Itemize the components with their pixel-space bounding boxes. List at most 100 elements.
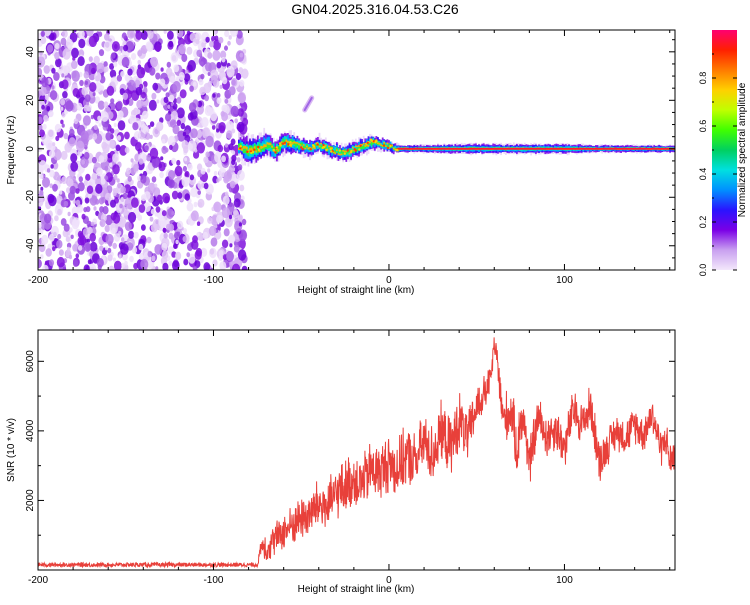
noise-blob	[224, 30, 230, 38]
signal-track-cell	[287, 134, 289, 146]
noise-blob	[152, 82, 159, 91]
signal-track-cell	[271, 145, 273, 148]
noise-blob	[217, 144, 224, 153]
noise-blob	[212, 49, 221, 61]
signal-track-cell	[364, 145, 367, 147]
signal-track-peak	[350, 149, 353, 153]
noise-blob	[204, 94, 210, 102]
noise-blob	[99, 245, 104, 252]
noise-blob	[49, 90, 58, 101]
signal-track-peak	[301, 147, 304, 151]
noise-blob	[79, 235, 87, 246]
signal-track-cell	[263, 144, 266, 148]
noise-blob	[104, 33, 110, 41]
signal-track-cell	[264, 144, 267, 147]
noise-blob	[196, 142, 205, 154]
noise-blob	[137, 59, 141, 65]
noise-blob	[216, 128, 220, 133]
noise-blob	[214, 151, 223, 163]
spectrogram-x-axis-label: Height of straight line (km)	[298, 285, 415, 296]
signal-track-cell	[315, 143, 318, 151]
noise-blob	[84, 94, 91, 102]
noise-blob	[142, 81, 148, 88]
noise-blob	[43, 213, 52, 224]
noise-blob	[172, 260, 180, 270]
noise-blob	[138, 204, 146, 213]
noise-blob	[218, 255, 223, 262]
noise-blob	[235, 72, 242, 81]
noise-blob	[75, 188, 80, 194]
signal-track-cell	[298, 145, 300, 150]
noise-blob	[161, 138, 166, 144]
noise-blob	[207, 72, 211, 76]
signal-track-cell	[340, 150, 343, 154]
signal-track-cell	[307, 144, 310, 149]
signal-track-cell	[272, 146, 275, 152]
noise-blob	[186, 46, 193, 55]
noise-blob	[189, 85, 194, 92]
signal-track-cell	[304, 143, 307, 149]
signal-track-cell	[362, 145, 365, 150]
noise-blob	[221, 155, 226, 163]
noise-blob	[140, 175, 147, 184]
noise-blob	[60, 150, 68, 160]
noise-blob	[219, 84, 223, 89]
signal-track-peak	[312, 145, 316, 148]
signal-track-peak	[246, 150, 249, 153]
noise-blob	[90, 221, 95, 227]
noise-blob	[153, 30, 158, 34]
noise-blob	[92, 92, 96, 97]
signal-track-cell	[302, 144, 305, 146]
noise-blob	[191, 239, 199, 250]
noise-blob	[172, 81, 181, 93]
signal-track-peak	[325, 148, 328, 152]
noise-blob	[93, 206, 97, 211]
noise-blob	[113, 122, 117, 127]
noise-blob	[48, 259, 55, 267]
signal-track-cell	[244, 148, 247, 153]
noise-blob	[140, 124, 148, 133]
noise-blob	[150, 208, 156, 215]
noise-blob	[58, 190, 63, 195]
noise-blob	[224, 143, 229, 148]
signal-track-cell	[351, 149, 354, 153]
noise-blob	[169, 119, 177, 128]
noise-blob	[53, 148, 62, 161]
noise-blob	[186, 30, 191, 36]
noise-blob	[165, 92, 170, 98]
noise-blob	[241, 68, 249, 79]
signal-track-cell	[389, 146, 392, 149]
noise-blob	[38, 32, 41, 40]
noise-blob	[240, 160, 245, 166]
noise-blob	[81, 213, 86, 220]
noise-blob	[144, 191, 151, 201]
noise-blob	[46, 168, 51, 173]
noise-blob	[107, 254, 113, 262]
noise-blob	[38, 194, 43, 202]
x-tick-label: -100	[203, 575, 223, 586]
signal-track-peak	[275, 146, 278, 149]
noise-blob	[174, 165, 183, 177]
signal-track-cell	[282, 142, 285, 148]
noise-blob	[116, 74, 122, 82]
signal-track-cell	[388, 143, 390, 146]
noise-blob	[239, 184, 245, 192]
noise-blob	[200, 167, 206, 175]
noise-blob	[220, 50, 227, 59]
noise-blob	[161, 145, 168, 154]
noise-blob	[236, 121, 245, 133]
signal-track-cell	[280, 141, 283, 146]
noise-blob	[147, 250, 153, 258]
signal-track-peak	[395, 148, 398, 152]
y-tick-label: 2000	[25, 489, 36, 512]
noise-blob	[56, 239, 63, 249]
noise-blob	[175, 239, 179, 245]
noise-blob	[155, 266, 159, 270]
noise-blob	[159, 78, 166, 87]
noise-blob	[41, 100, 45, 106]
noise-blob	[38, 124, 43, 131]
noise-blob	[84, 242, 91, 252]
noise-blob	[89, 82, 97, 92]
noise-blob	[134, 79, 141, 89]
